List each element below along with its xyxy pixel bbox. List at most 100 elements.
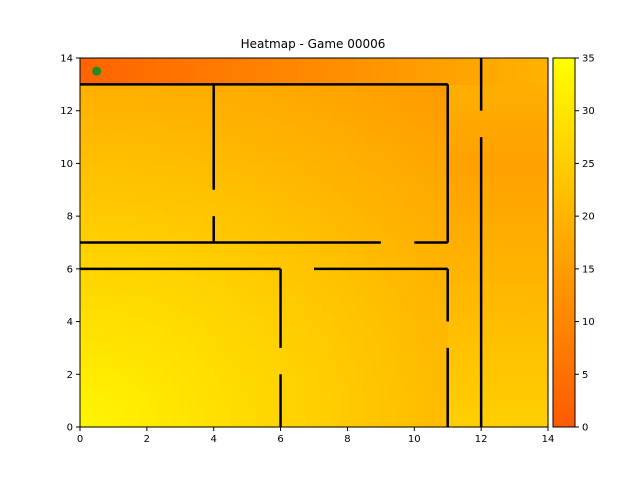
heat-cell bbox=[481, 262, 491, 270]
heat-cell bbox=[314, 413, 323, 422]
heat-cell bbox=[447, 77, 457, 85]
heat-cell bbox=[163, 394, 173, 402]
heat-cell bbox=[188, 123, 198, 132]
heat-cell bbox=[105, 314, 115, 323]
heat-cell bbox=[138, 143, 148, 151]
heat-cell bbox=[238, 117, 248, 125]
heat-cell bbox=[372, 295, 382, 303]
heat-cell bbox=[130, 367, 140, 375]
heat-cell bbox=[188, 394, 198, 402]
heat-cell bbox=[414, 104, 424, 112]
heat-cell bbox=[389, 176, 399, 184]
heat-cell bbox=[447, 117, 457, 125]
heat-cell bbox=[280, 295, 290, 303]
heat-cell bbox=[472, 295, 482, 303]
heat-cell bbox=[431, 123, 440, 132]
heat-cell bbox=[439, 282, 449, 290]
heat-cell bbox=[531, 209, 541, 217]
heat-cell bbox=[230, 314, 240, 323]
heat-cell bbox=[138, 84, 148, 92]
heat-cell bbox=[213, 58, 223, 66]
heat-cell bbox=[238, 374, 248, 382]
heat-cell bbox=[380, 354, 390, 362]
heat-cell bbox=[146, 314, 156, 323]
heat-cell bbox=[372, 314, 382, 323]
heat-cell bbox=[339, 374, 349, 382]
heat-cell bbox=[288, 77, 298, 85]
heat-cell bbox=[188, 170, 198, 178]
heat-cell bbox=[180, 222, 190, 230]
heat-cell bbox=[205, 183, 215, 191]
heat-cell bbox=[138, 196, 148, 204]
heat-cell bbox=[255, 117, 265, 125]
heat-cell bbox=[481, 58, 491, 66]
heat-cell bbox=[506, 196, 516, 204]
heat-cell bbox=[431, 150, 440, 158]
heat-cell bbox=[121, 275, 131, 283]
heat-cell bbox=[355, 407, 365, 415]
heat-cell bbox=[456, 334, 466, 342]
heat-cell bbox=[522, 143, 532, 151]
heat-cell bbox=[389, 400, 399, 408]
heat-cell bbox=[389, 314, 399, 323]
heat-cell bbox=[372, 361, 382, 369]
heat-cell bbox=[188, 97, 198, 105]
heat-cell bbox=[247, 64, 257, 72]
heat-cell bbox=[364, 163, 374, 171]
heat-cell bbox=[88, 235, 98, 244]
heat-cell bbox=[372, 163, 382, 171]
heat-cell bbox=[163, 400, 173, 408]
heat-cell bbox=[263, 255, 273, 263]
heat-cell bbox=[105, 196, 115, 204]
heat-cell bbox=[238, 196, 248, 204]
heat-cell bbox=[205, 130, 215, 138]
heat-cell bbox=[163, 268, 173, 277]
heat-cell bbox=[205, 150, 215, 158]
heat-cell bbox=[330, 334, 340, 342]
heat-cell bbox=[397, 341, 407, 349]
heat-cell bbox=[489, 130, 499, 138]
heat-cell bbox=[113, 90, 123, 99]
heat-cell bbox=[238, 216, 248, 224]
heat-cell bbox=[330, 71, 340, 79]
heat-cell bbox=[230, 374, 240, 382]
heat-cell bbox=[163, 282, 173, 290]
heat-cell bbox=[347, 143, 357, 151]
heat-cell bbox=[146, 341, 156, 349]
heat-cell bbox=[372, 216, 382, 224]
heat-cell bbox=[447, 361, 457, 369]
heat-cell bbox=[481, 64, 491, 72]
heat-cell bbox=[481, 97, 491, 105]
heat-cell bbox=[531, 314, 541, 323]
heat-cell bbox=[347, 341, 357, 349]
heat-cell bbox=[222, 77, 232, 85]
heat-cell bbox=[405, 163, 415, 171]
y-tick-label: 2 bbox=[67, 370, 73, 381]
heat-cell bbox=[180, 334, 190, 342]
heat-cell bbox=[456, 301, 466, 309]
heat-cell bbox=[213, 84, 223, 92]
heat-cell bbox=[280, 413, 290, 422]
heat-cell bbox=[497, 216, 507, 224]
heat-cell bbox=[347, 235, 357, 244]
heat-cell bbox=[88, 209, 98, 217]
heat-cell bbox=[155, 413, 165, 422]
heat-cell bbox=[447, 110, 457, 118]
heat-cell bbox=[305, 170, 315, 178]
heat-cell bbox=[297, 176, 307, 184]
heat-cell bbox=[514, 216, 524, 224]
heat-cell bbox=[197, 117, 206, 125]
heat-cell bbox=[355, 84, 365, 92]
heat-cell bbox=[372, 242, 382, 250]
heat-cell bbox=[472, 282, 482, 290]
heat-cell bbox=[197, 229, 206, 237]
heat-cell bbox=[280, 268, 290, 277]
heat-cell bbox=[305, 268, 315, 277]
heat-cell bbox=[222, 354, 232, 362]
heat-cell bbox=[539, 110, 549, 118]
heat-cell bbox=[405, 347, 415, 356]
y-tick-label: 4 bbox=[67, 317, 73, 328]
heat-cell bbox=[447, 235, 457, 244]
heat-cell bbox=[339, 420, 349, 428]
heat-cell bbox=[130, 183, 140, 191]
